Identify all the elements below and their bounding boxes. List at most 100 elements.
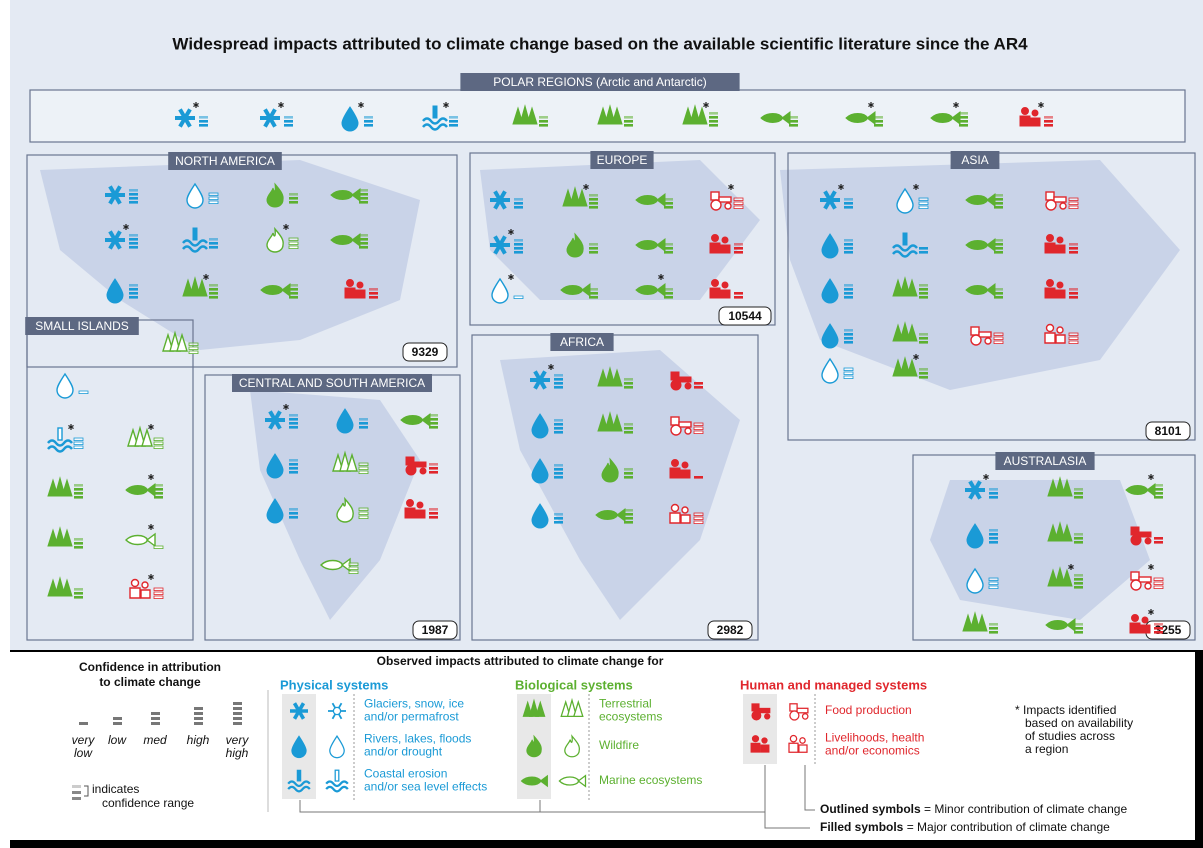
symbol-part [106, 278, 124, 304]
asterisk [148, 574, 154, 580]
symbol-part [1130, 571, 1140, 581]
asterisk [203, 274, 209, 280]
impact-symbol [965, 283, 1003, 299]
symbol-part [61, 578, 73, 597]
asterisk [953, 102, 959, 108]
confidence-bar [73, 441, 84, 445]
confidence-bar [1154, 623, 1163, 626]
impact-symbol [597, 104, 633, 127]
impact-type: Coastal erosion [364, 767, 447, 781]
confidence-bar [289, 284, 298, 287]
confidence-bar [289, 508, 298, 511]
confidence-bar [74, 484, 83, 487]
confidence-bar [789, 120, 798, 123]
confidence-bar [359, 193, 368, 196]
symbol-part [1056, 326, 1064, 334]
symbol-part [576, 188, 588, 207]
symbol-part [899, 321, 911, 342]
confidence-bar [624, 513, 633, 516]
symbol-part [1061, 478, 1073, 497]
symbol-part [1055, 244, 1066, 254]
symbol-part [966, 567, 984, 594]
impact-symbol [266, 453, 298, 479]
symbol-part [54, 476, 66, 497]
confidence-bar [959, 112, 968, 115]
confidence-bar [359, 246, 368, 249]
symbol-part [1130, 579, 1142, 591]
confidence-bar [1074, 574, 1083, 577]
symbol-part [760, 744, 770, 753]
impact-symbol [635, 238, 673, 254]
confidence-bar [664, 202, 673, 205]
impact-symbol [597, 366, 633, 389]
impact-symbol [404, 499, 438, 519]
symbol-part [970, 326, 980, 336]
symbol-part [1130, 526, 1140, 536]
range-note: confidence range [102, 796, 194, 810]
symbol-part [413, 461, 427, 468]
confidence-bar [843, 367, 854, 371]
confidence-bar [429, 467, 438, 470]
confidence-bar [664, 292, 673, 295]
confidence-bar [993, 340, 1004, 344]
impact-symbol [930, 102, 968, 127]
confidence-bar [1153, 581, 1164, 585]
confidence-bar [989, 496, 998, 499]
impact-symbol [1045, 191, 1079, 211]
confidence-bar [919, 251, 928, 254]
group-title: Biological systems [515, 677, 633, 692]
symbol-part [140, 589, 151, 599]
symbol-part [758, 707, 771, 714]
confidence-bar [1069, 296, 1078, 299]
asterisk [1068, 564, 1074, 570]
confidence-bar [429, 418, 438, 421]
symbol-part [796, 707, 809, 714]
symbol-part [56, 372, 74, 399]
symbol-part [432, 105, 438, 119]
symbol-part [47, 578, 59, 597]
confidence-bar [733, 197, 744, 201]
confidence-bar [348, 562, 359, 566]
symbol-part [268, 410, 282, 430]
symbol-part [266, 498, 284, 524]
confidence-bar [844, 239, 853, 242]
confidence-bar [289, 288, 298, 291]
confidence-bar [1154, 484, 1163, 487]
symbol-part [681, 506, 689, 514]
impact-symbol [526, 734, 542, 758]
confidence-bar [289, 197, 298, 200]
asterisk [508, 274, 514, 280]
confidence-sample [194, 712, 203, 715]
impact-symbol [566, 232, 598, 258]
symbol-part [1019, 115, 1031, 127]
symbol-part [1047, 568, 1059, 587]
symbol-part [296, 769, 302, 782]
confidence-bar [284, 120, 293, 123]
confidence-bar [358, 470, 369, 474]
symbol-part [1021, 107, 1029, 115]
impact-symbol [788, 734, 808, 753]
confidence-bar [74, 542, 83, 545]
symbol-part [966, 523, 984, 549]
confidence-level: very [72, 733, 96, 747]
symbol-part [899, 356, 911, 377]
confidence-bar [664, 296, 673, 299]
impact-symbol [400, 413, 438, 429]
confidence-bar [844, 198, 853, 201]
asterisk [548, 364, 554, 370]
confidence-bar [289, 296, 298, 299]
region-label-bg [168, 152, 282, 170]
symbol-part [569, 186, 581, 207]
confidence-bar [199, 116, 208, 119]
confidence-bar [709, 124, 718, 127]
confidence-bar [153, 595, 164, 599]
confidence-bar [74, 546, 83, 549]
symbol-part [799, 737, 806, 744]
symbol-key-term: Outlined symbols [820, 802, 921, 816]
impact-symbol [291, 735, 307, 759]
confidence-bar [919, 284, 928, 287]
impact-symbol [522, 698, 546, 717]
symbol-part [341, 106, 359, 132]
confidence-sample [194, 722, 203, 725]
study-count-bg [718, 306, 772, 326]
